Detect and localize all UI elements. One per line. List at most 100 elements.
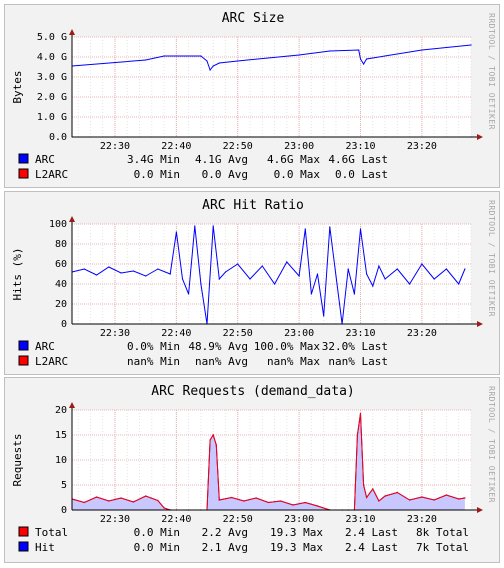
data-point (363, 63, 365, 65)
y-tick-label: 5.0 G (37, 32, 67, 43)
watermark: RRDTOOL / TOBI OETIKER (487, 13, 496, 130)
data-point (372, 285, 374, 287)
legend-stat: 4.6G Last (328, 153, 388, 166)
legend-stat: 0.0 Avg (202, 168, 248, 181)
x-axis-arrow (477, 134, 483, 140)
y-axis-label: Hits (%) (11, 248, 24, 301)
data-point (163, 507, 165, 509)
data-point (470, 44, 472, 46)
data-point (200, 55, 202, 57)
legend-swatch-arc (18, 340, 29, 351)
x-tick-label: 23:10 (345, 141, 375, 152)
data-point (304, 501, 306, 504)
legend-stat: 4.6G Max (267, 153, 320, 166)
plot-area (72, 37, 471, 137)
legend-stat: 0.0% Min (127, 340, 180, 353)
data-point (421, 496, 423, 498)
legend-stat: 2.2 Avg (202, 526, 248, 539)
data-point (464, 268, 466, 270)
y-tick-label: 1.0 G (37, 112, 67, 123)
y-tick-label: 80 (55, 239, 67, 250)
legend-swatch-total (18, 526, 29, 537)
legend-label-total: Total (35, 526, 68, 539)
data-point (304, 228, 306, 230)
y-tick-label: 60 (55, 259, 67, 270)
arc-size-panel: ARC Size Bytes RRDTOOL / TOBI OETIKER 0.0 1.… (4, 4, 500, 188)
x-tick-label: 22:30 (100, 514, 130, 525)
data-point (243, 500, 245, 502)
x-tick-label: 22:40 (161, 328, 191, 339)
legend-stat: 100.0% Max (254, 340, 321, 353)
legend-label-hit: Hit (35, 541, 55, 554)
legend-stat: 0.0 Min (134, 541, 180, 554)
data-point (132, 501, 134, 503)
x-tick-label: 23:20 (407, 514, 437, 525)
legend-stat: 8k Total (416, 526, 469, 539)
data-point (384, 495, 386, 497)
y-tick-label: 3.0 G (37, 72, 67, 83)
legend-stat: nan% Min (127, 355, 180, 368)
data-point (231, 496, 233, 499)
data-point (433, 499, 435, 501)
data-point (356, 434, 358, 436)
data-point (358, 49, 360, 51)
y-axis-label: Requests (11, 434, 24, 487)
data-point (274, 283, 276, 285)
x-tick-label: 23:20 (407, 328, 437, 339)
watermark: RRDTOOL / TOBI OETIKER (487, 200, 496, 317)
data-point (237, 263, 239, 265)
data-point (366, 273, 368, 275)
data-point (145, 59, 147, 61)
plot-area (72, 410, 471, 510)
x-axis-arrow (477, 507, 483, 513)
y-tick-label: 5 (61, 480, 67, 491)
data-point (335, 275, 337, 277)
data-point (157, 268, 159, 270)
x-tick-label: 23:10 (345, 328, 375, 339)
data-point (292, 504, 294, 506)
data-point (188, 293, 190, 295)
data-point (175, 231, 177, 233)
legend-stat: nan% Max (267, 355, 320, 368)
legend-stat: 19.3 Max (270, 526, 323, 539)
data-point (445, 494, 447, 496)
y-tick-label: 20 (55, 405, 67, 416)
data-point (96, 496, 98, 498)
y-tick-label: 15 (55, 430, 67, 441)
arc-requests-chart: ARC Requests (demand_data) Requests RRDTOO… (11, 384, 496, 554)
legend-label-l2arc: L2ARC (35, 355, 68, 368)
x-tick-label: 22:30 (100, 141, 130, 152)
arc-requests-panel: ARC Requests (demand_data) Requests RRDTOO… (4, 377, 500, 563)
data-point (329, 226, 331, 228)
data-point (108, 266, 110, 268)
legend-label-arc: ARC (35, 340, 55, 353)
x-tick-label: 22:40 (161, 141, 191, 152)
data-point (458, 498, 460, 500)
data-point (83, 501, 85, 504)
data-point (464, 497, 466, 499)
arc-hit-ratio-chart: ARC Hit Ratio Hits (%) RRDTOOL / TOBI OETI… (11, 198, 496, 368)
data-point (200, 283, 202, 285)
legend-stat: nan% Avg (195, 355, 248, 368)
data-point (359, 412, 362, 415)
y-tick-label: 0.0 (49, 132, 67, 143)
legend-label-l2arc: L2ARC (35, 168, 68, 181)
data-point (323, 315, 325, 317)
data-point (218, 499, 220, 501)
data-point (215, 444, 217, 446)
data-point (366, 58, 368, 60)
data-point (96, 274, 98, 276)
data-point (120, 497, 122, 499)
legend-stat: 32.0% Last (322, 340, 388, 353)
y-axis-label: Bytes (11, 70, 24, 103)
legend-swatch-arc (18, 153, 29, 164)
legend-swatch-l2arc (18, 168, 29, 179)
data-point (458, 283, 460, 285)
data-point (206, 60, 208, 62)
y-axis-arrow (69, 216, 75, 222)
data-point (169, 273, 171, 275)
data-point (212, 225, 214, 227)
data-point (218, 278, 220, 280)
legend-stat: 4.1G Avg (195, 153, 248, 166)
y-tick-label: 2.0 G (37, 92, 67, 103)
